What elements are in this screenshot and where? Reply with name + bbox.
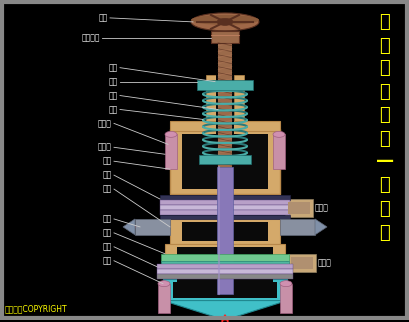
Bar xyxy=(177,247,273,284)
Bar xyxy=(160,215,290,219)
Bar xyxy=(157,269,293,274)
Bar xyxy=(291,257,313,269)
Text: 丝杆: 丝杆 xyxy=(109,91,118,100)
Text: 膜片: 膜片 xyxy=(103,171,112,180)
Text: 手轮: 手轮 xyxy=(99,14,108,23)
Text: 阀: 阀 xyxy=(380,130,390,148)
Text: 东方仿真COPYRIGHT: 东方仿真COPYRIGHT xyxy=(5,304,67,313)
Text: 式: 式 xyxy=(380,59,390,77)
Text: 顶丝: 顶丝 xyxy=(109,63,118,72)
Text: 连接件: 连接件 xyxy=(315,204,329,213)
Bar xyxy=(160,210,290,215)
Bar xyxy=(217,167,233,294)
Bar xyxy=(170,129,280,194)
Bar xyxy=(160,195,290,200)
Text: 螺栓帽: 螺栓帽 xyxy=(98,143,112,152)
Bar xyxy=(157,264,293,269)
Bar xyxy=(161,254,289,261)
Text: 锁紧螺母: 锁紧螺母 xyxy=(81,33,100,42)
Bar xyxy=(135,219,170,235)
Bar xyxy=(161,261,289,266)
Bar xyxy=(165,244,285,287)
Bar xyxy=(285,199,313,217)
Ellipse shape xyxy=(165,131,177,137)
Bar xyxy=(288,202,310,214)
Text: 调: 调 xyxy=(380,82,390,100)
Bar xyxy=(199,155,251,164)
Bar xyxy=(197,80,253,90)
Ellipse shape xyxy=(280,281,292,287)
Bar xyxy=(182,222,268,241)
Bar xyxy=(160,205,290,210)
Polygon shape xyxy=(163,300,287,318)
Text: 泄气孔: 泄气孔 xyxy=(98,119,112,128)
Bar xyxy=(288,254,316,272)
Bar xyxy=(182,134,268,189)
Bar xyxy=(211,31,239,43)
Bar xyxy=(280,219,315,235)
Text: 弹簧: 弹簧 xyxy=(109,105,118,114)
Text: —: — xyxy=(376,152,394,170)
Bar xyxy=(163,279,287,300)
Text: 自: 自 xyxy=(380,13,390,31)
Text: 中体: 中体 xyxy=(103,185,112,194)
Bar xyxy=(170,219,280,244)
Text: 上体: 上体 xyxy=(103,157,112,166)
Bar xyxy=(273,134,285,169)
Bar xyxy=(165,134,177,169)
Text: 压: 压 xyxy=(380,107,390,124)
Ellipse shape xyxy=(273,131,285,137)
Text: 力: 力 xyxy=(380,37,390,55)
Text: 喷嘴: 喷嘴 xyxy=(103,214,112,223)
Bar xyxy=(160,200,290,205)
Ellipse shape xyxy=(158,281,170,287)
Ellipse shape xyxy=(217,18,233,25)
Text: 膜片: 膜片 xyxy=(103,242,112,251)
Bar xyxy=(216,75,234,154)
Bar xyxy=(218,43,232,184)
Bar xyxy=(170,121,280,131)
Polygon shape xyxy=(123,219,135,235)
Bar xyxy=(157,274,293,279)
Ellipse shape xyxy=(191,15,259,25)
Bar xyxy=(206,75,216,154)
Text: 指: 指 xyxy=(380,176,390,194)
Bar xyxy=(280,284,292,314)
Text: 器: 器 xyxy=(380,224,390,242)
Polygon shape xyxy=(315,219,327,235)
Ellipse shape xyxy=(191,13,259,31)
Text: 下体: 下体 xyxy=(103,256,112,265)
Text: 连接件: 连接件 xyxy=(318,258,332,267)
Bar xyxy=(173,282,277,298)
Text: 挥: 挥 xyxy=(380,200,390,218)
Text: 挡板: 挡板 xyxy=(103,228,112,237)
Text: 顶板: 顶板 xyxy=(109,77,118,86)
Bar xyxy=(158,284,170,314)
Bar xyxy=(234,75,244,154)
